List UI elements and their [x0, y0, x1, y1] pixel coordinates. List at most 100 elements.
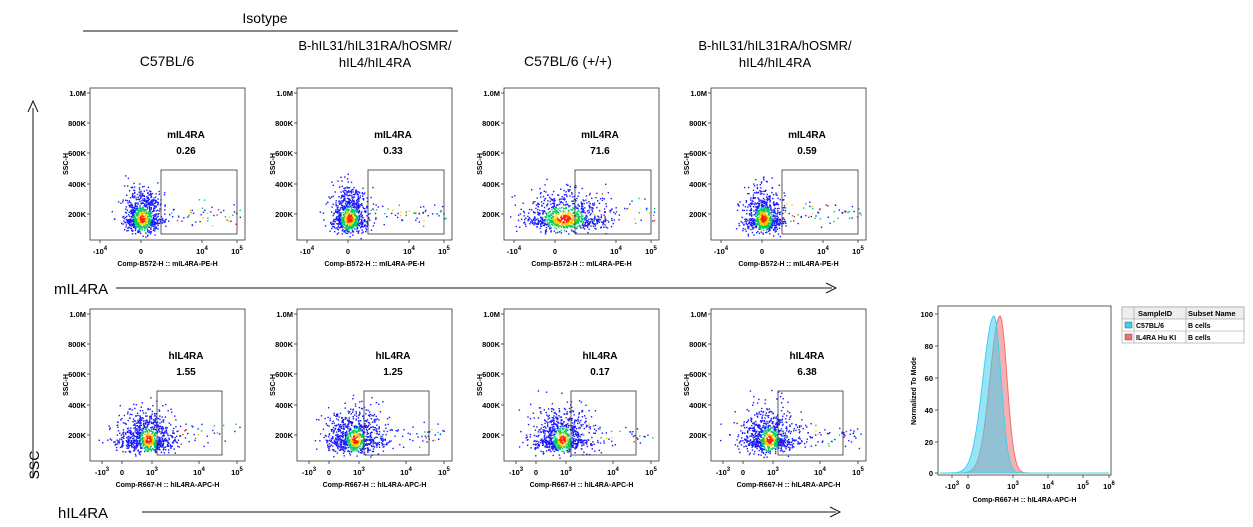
event-dot: [132, 433, 134, 436]
event-dot: [401, 219, 403, 222]
event-dot: [572, 226, 574, 228]
event-dot: [142, 412, 145, 414]
event-dot: [537, 202, 539, 204]
event-dot: [562, 217, 565, 219]
event-dot: [353, 212, 355, 214]
event-dot: [332, 195, 334, 197]
event-dot: [150, 415, 153, 417]
event-dot: [752, 222, 755, 224]
event-dot: [324, 417, 326, 420]
event-dot: [638, 212, 640, 214]
event-dot: [566, 215, 568, 217]
event-dot: [220, 211, 222, 214]
event-dot: [134, 229, 137, 232]
event-dot: [348, 216, 351, 218]
event-dot: [155, 426, 158, 428]
event-dot: [141, 215, 143, 217]
event-dot: [555, 211, 557, 214]
event-dot: [139, 451, 141, 453]
event-dot: [759, 219, 762, 221]
event-dot: [781, 218, 784, 220]
event-dot: [145, 444, 147, 446]
event-dot: [140, 422, 142, 424]
event-dot: [144, 229, 146, 231]
event-dot: [563, 194, 566, 196]
event-dot: [356, 433, 359, 435]
event-dot: [585, 221, 587, 223]
event-dot: [328, 196, 330, 198]
event-dot: [544, 231, 547, 234]
event-dot: [577, 205, 579, 207]
event-dot: [346, 220, 349, 222]
event-dot: [760, 222, 763, 225]
event-dot: [139, 193, 141, 195]
event-dot: [540, 223, 542, 225]
event-dot: [754, 215, 757, 217]
event-dot: [384, 213, 386, 215]
event-dot: [332, 223, 334, 226]
event-dot: [338, 200, 340, 202]
event-dot: [346, 228, 348, 230]
event-dot: [142, 436, 144, 439]
event-dot: [748, 193, 750, 195]
event-dot: [133, 449, 136, 452]
event-dot: [170, 447, 172, 449]
event-dot: [399, 211, 402, 213]
event-dot: [121, 444, 123, 447]
event-dot: [542, 213, 544, 215]
event-dot: [152, 225, 154, 228]
event-dot: [555, 222, 557, 225]
event-dot: [140, 435, 142, 437]
event-dot: [588, 224, 590, 226]
event-dot: [170, 445, 173, 447]
event-dot: [337, 225, 340, 227]
gate-percent: 71.6: [590, 146, 610, 157]
event-dot: [140, 218, 142, 221]
event-dot: [139, 433, 141, 435]
event-dot: [133, 226, 135, 228]
event-dot: [124, 422, 126, 424]
event-dot: [543, 223, 546, 225]
event-dot: [144, 439, 146, 441]
event-dot: [117, 426, 119, 428]
event-dot: [576, 207, 578, 209]
event-dot: [354, 213, 356, 215]
event-dot: [150, 436, 152, 438]
event-dot: [166, 439, 168, 441]
event-dot: [421, 435, 423, 438]
event-dot: [137, 419, 139, 422]
event-dot: [346, 192, 348, 194]
event-dot: [147, 222, 150, 224]
event-dot: [131, 446, 133, 448]
event-dot: [760, 181, 763, 183]
event-dot: [601, 193, 604, 195]
event-dot: [743, 209, 745, 212]
event-dot: [631, 200, 633, 202]
event-dot: [132, 437, 134, 440]
event-dot: [142, 235, 144, 237]
event-dot: [127, 438, 129, 440]
event-dot: [755, 225, 758, 227]
event-dot: [561, 217, 563, 220]
event-dot: [349, 215, 352, 217]
event-dot: [158, 222, 160, 224]
event-dot: [593, 218, 595, 220]
event-dot: [125, 216, 127, 219]
event-dot: [337, 180, 339, 182]
event-dot: [147, 212, 149, 214]
event-dot: [560, 232, 563, 234]
event-dot: [327, 436, 330, 438]
event-dot: [750, 228, 752, 231]
event-dot: [345, 212, 348, 214]
event-dot: [540, 231, 542, 233]
event-dot: [147, 216, 149, 219]
event-dot: [165, 440, 167, 442]
event-dot: [762, 225, 764, 228]
event-dot: [576, 212, 578, 214]
event-dot: [568, 216, 571, 218]
event-dot: [341, 435, 343, 437]
event-dot: [763, 190, 765, 192]
event-dot: [156, 216, 158, 218]
event-dot: [145, 211, 148, 213]
event-dot: [593, 213, 595, 215]
